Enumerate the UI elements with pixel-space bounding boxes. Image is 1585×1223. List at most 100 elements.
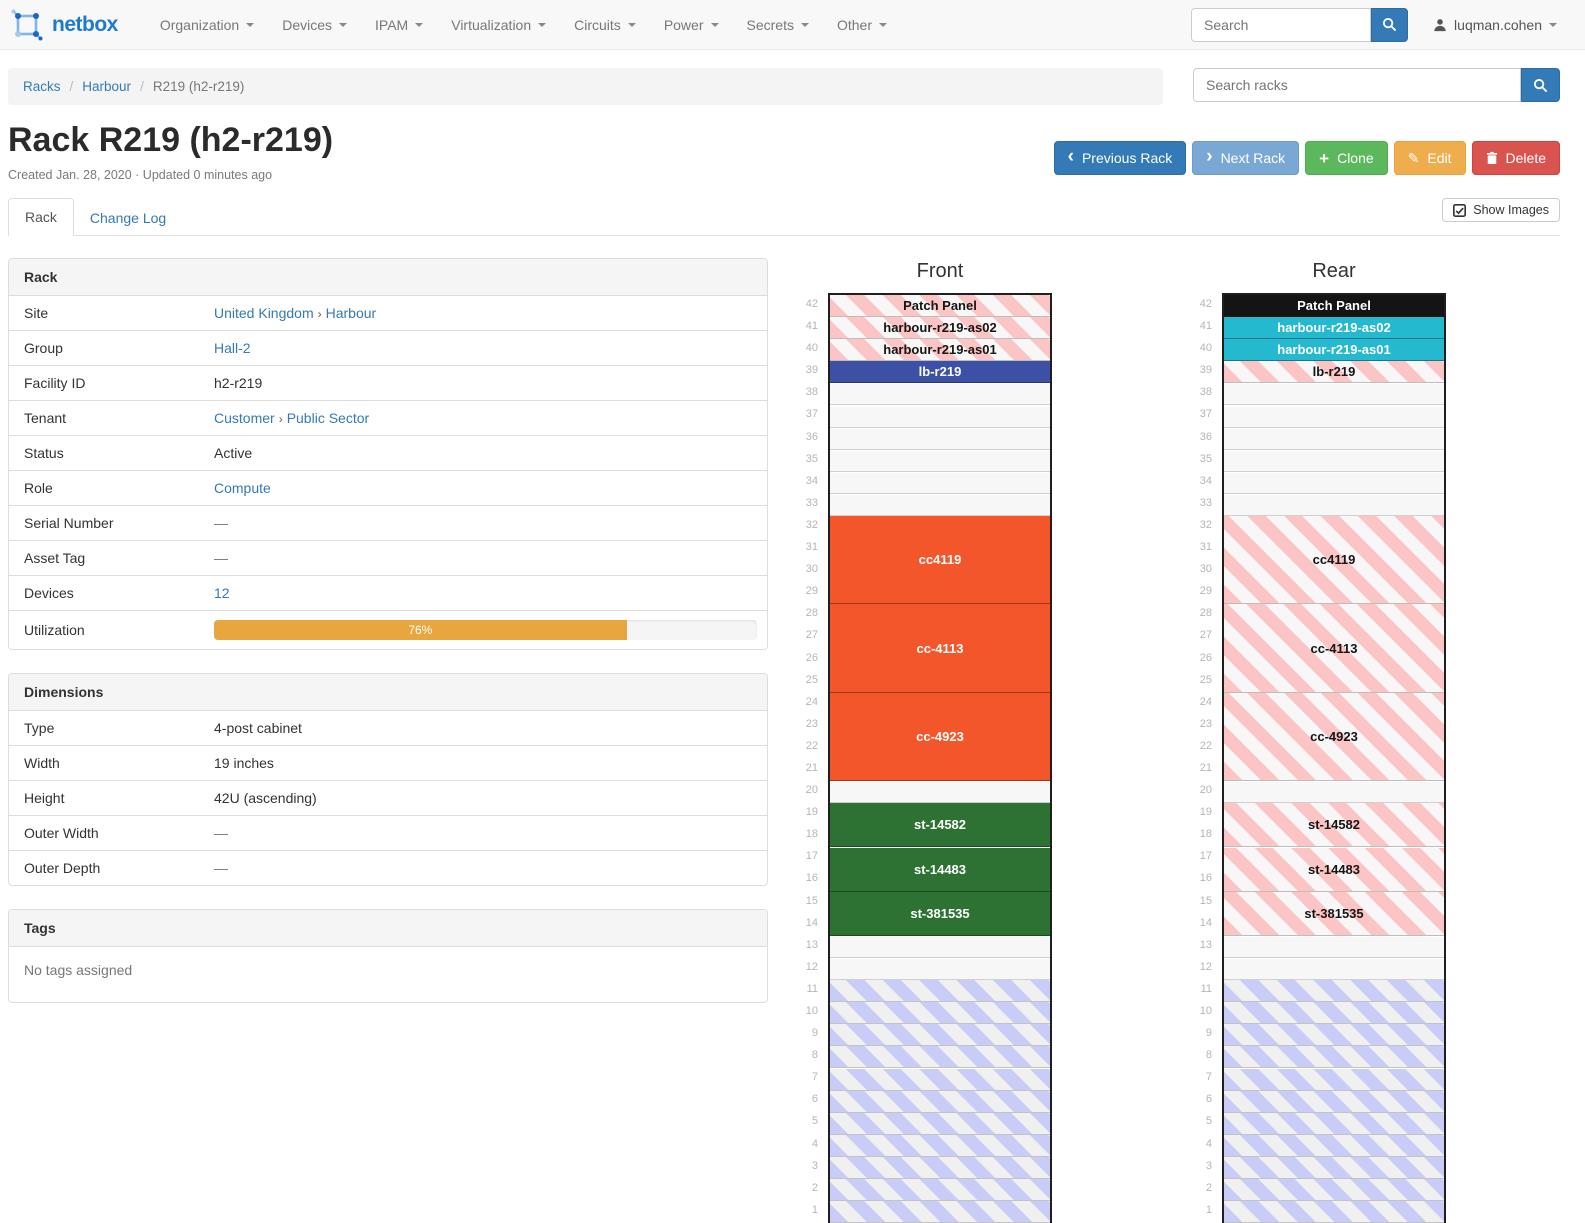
rack-unit-empty[interactable] <box>1224 449 1444 472</box>
rack-device-block[interactable]: harbour-r219-as02 <box>830 317 1050 340</box>
previous-rack-button[interactable]: ‹ Previous Rack <box>1053 141 1187 175</box>
tab-change-log[interactable]: Change Log <box>89 210 167 226</box>
rack-device-block[interactable]: harbour-r219-as01 <box>1224 339 1444 362</box>
rack-elevations: Front 42 41 40 39 38 37 36 35 34 33 32 31 30 29 28 27 26… <box>768 258 1446 1223</box>
rack-device-block[interactable]: st-14582 <box>1224 803 1444 848</box>
nav-item-ipam[interactable]: IPAM <box>361 0 437 50</box>
rack-unit-reserved[interactable] <box>1224 1090 1444 1113</box>
rack-unit-reserved[interactable] <box>830 1156 1050 1179</box>
chevron-down-icon <box>710 22 719 27</box>
nav-item-circuits[interactable]: Circuits <box>560 0 650 50</box>
attribute-label: Asset Tag <box>24 550 86 566</box>
global-search-input[interactable] <box>1191 7 1372 42</box>
unit-number: 40 <box>805 342 818 355</box>
rack-device-block[interactable]: lb-r219 <box>1224 361 1444 384</box>
global-search-button[interactable] <box>1371 7 1409 42</box>
rack-device-block[interactable]: cc-4113 <box>1224 604 1444 693</box>
nav-item-virtualization[interactable]: Virtualization <box>437 0 560 50</box>
rack-device-block[interactable]: st-381535 <box>830 891 1050 936</box>
rack-device-block[interactable]: cc4119 <box>830 516 1050 605</box>
unit-number: 34 <box>1199 474 1212 487</box>
attribute-row: Utilization 76% <box>9 610 767 649</box>
nav-item-devices[interactable]: Devices <box>268 0 361 50</box>
rack-unit-reserved[interactable] <box>1224 1068 1444 1091</box>
clone-button[interactable]: + Clone <box>1305 141 1388 175</box>
rack-unit-empty[interactable] <box>830 427 1050 450</box>
rack-unit-empty[interactable] <box>1224 935 1444 958</box>
rack-unit-reserved[interactable] <box>1224 1156 1444 1179</box>
rack-unit-empty[interactable] <box>830 781 1050 804</box>
next-rack-button[interactable]: › Next Rack <box>1192 141 1300 175</box>
rack-device-block[interactable]: st-14483 <box>830 847 1050 892</box>
rack-device-block[interactable]: cc-4923 <box>830 692 1050 782</box>
rack-unit-reserved[interactable] <box>830 980 1050 1003</box>
rack-device-block[interactable]: Patch Panel <box>1224 295 1444 318</box>
rack-device-block[interactable]: st-14582 <box>830 803 1050 848</box>
rack-unit-empty[interactable] <box>1224 781 1444 804</box>
attribute-link[interactable]: Compute <box>214 480 271 496</box>
rack-unit-empty[interactable] <box>1224 471 1444 494</box>
rack-search-button[interactable] <box>1521 68 1560 102</box>
rack-unit-reserved[interactable] <box>1224 980 1444 1003</box>
rack-unit-empty[interactable] <box>1224 427 1444 450</box>
edit-button[interactable]: ✎ Edit <box>1393 141 1466 175</box>
rack-unit-empty[interactable] <box>830 935 1050 958</box>
breadcrumb-link[interactable]: Harbour <box>82 79 132 94</box>
rack-device-block[interactable]: st-381535 <box>1224 891 1444 936</box>
rack-unit-reserved[interactable] <box>830 1134 1050 1157</box>
rack-unit-empty[interactable] <box>1224 405 1444 428</box>
top-navbar: netbox Organization Devices IPAM Virtualiza… <box>0 0 1585 50</box>
rack-unit-empty[interactable] <box>830 493 1050 516</box>
attribute-label: Devices <box>24 585 74 601</box>
breadcrumb-link[interactable]: Racks <box>23 79 61 94</box>
nav-item-other[interactable]: Other <box>823 0 901 50</box>
rack-unit-empty[interactable] <box>1224 958 1444 981</box>
previous-rack-label: Previous Rack <box>1081 150 1173 166</box>
attribute-link[interactable]: 12 <box>214 585 230 601</box>
attribute-link[interactable]: Customer <box>214 410 275 426</box>
chevron-down-icon <box>415 22 424 27</box>
rack-unit-reserved[interactable] <box>1224 1201 1444 1223</box>
rack-device-block[interactable]: cc4119 <box>1224 516 1444 605</box>
rack-device-block[interactable]: harbour-r219-as01 <box>830 339 1050 362</box>
rack-unit-empty[interactable] <box>1224 383 1444 406</box>
rack-unit-reserved[interactable] <box>830 1179 1050 1202</box>
rack-unit-reserved[interactable] <box>830 1112 1050 1135</box>
rack-device-block[interactable]: lb-r219 <box>830 361 1050 384</box>
rack-unit-reserved[interactable] <box>830 1068 1050 1091</box>
attribute-link[interactable]: Hall-2 <box>214 340 251 356</box>
rack-device-block[interactable]: Patch Panel <box>830 295 1050 318</box>
nav-item-organization[interactable]: Organization <box>146 0 268 50</box>
rack-search-input[interactable] <box>1193 68 1521 102</box>
rack-unit-empty[interactable] <box>830 958 1050 981</box>
rack-device-block[interactable]: cc-4923 <box>1224 692 1444 782</box>
attribute-link[interactable]: Harbour <box>325 305 377 321</box>
rack-device-block[interactable]: cc-4113 <box>830 604 1050 693</box>
rack-unit-reserved[interactable] <box>1224 1002 1444 1025</box>
rack-unit-reserved[interactable] <box>830 1024 1050 1047</box>
rack-unit-reserved[interactable] <box>1224 1179 1444 1202</box>
user-menu[interactable]: luqman.cohen <box>1433 17 1557 33</box>
rack-unit-reserved[interactable] <box>830 1090 1050 1113</box>
rack-unit-empty[interactable] <box>1224 493 1444 516</box>
show-images-button[interactable]: Show Images <box>1442 198 1560 222</box>
rack-unit-reserved[interactable] <box>830 1002 1050 1025</box>
netbox-brand[interactable]: netbox <box>10 8 118 42</box>
attribute-link[interactable]: Public Sector <box>286 410 370 426</box>
rack-device-block[interactable]: st-14483 <box>1224 847 1444 892</box>
rack-device-block[interactable]: harbour-r219-as02 <box>1224 317 1444 340</box>
nav-item-power[interactable]: Power <box>650 0 733 50</box>
rack-unit-empty[interactable] <box>830 449 1050 472</box>
rack-unit-reserved[interactable] <box>830 1201 1050 1223</box>
rack-unit-reserved[interactable] <box>1224 1112 1444 1135</box>
rack-unit-empty[interactable] <box>830 405 1050 428</box>
rack-unit-reserved[interactable] <box>1224 1024 1444 1047</box>
delete-button[interactable]: Delete <box>1471 141 1560 175</box>
unit-number: 35 <box>1199 452 1212 465</box>
rack-unit-reserved[interactable] <box>1224 1134 1444 1157</box>
tab-rack[interactable]: Rack <box>8 198 74 236</box>
rack-unit-empty[interactable] <box>830 383 1050 406</box>
attribute-link[interactable]: United Kingdom <box>214 305 314 321</box>
nav-item-secrets[interactable]: Secrets <box>733 0 823 50</box>
rack-unit-empty[interactable] <box>830 471 1050 494</box>
